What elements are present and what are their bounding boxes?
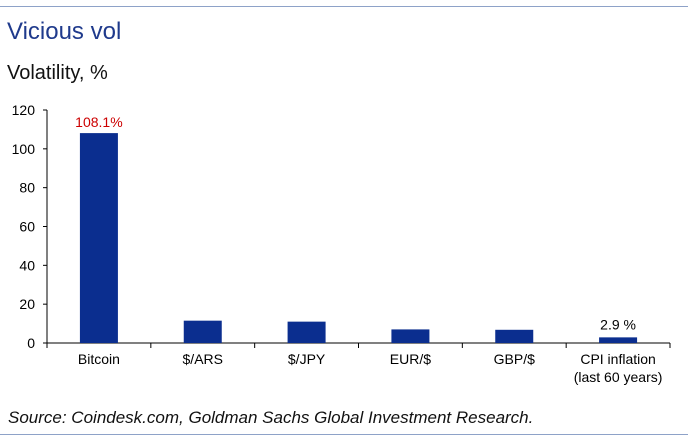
- bar: [599, 337, 638, 343]
- chart-subtitle: Volatility, %: [7, 62, 108, 84]
- x-tick-label: $/JPY: [288, 351, 326, 367]
- x-tick-label: GBP/$: [494, 351, 535, 367]
- x-tick-label: Bitcoin: [78, 351, 120, 367]
- bar: [495, 329, 534, 343]
- bottom-rule: [0, 434, 688, 435]
- data-label: 108.1%: [75, 114, 122, 130]
- top-rule: [0, 6, 688, 7]
- chart-title: Vicious vol: [7, 18, 122, 45]
- bar-chart: 0 20 40 60 80 100 120 108.1% Bitcoin $/ARS $/JPY EU…: [12, 102, 671, 385]
- y-tick-label: 20: [19, 296, 35, 312]
- x-tick-label: CPI inflation: [580, 351, 655, 367]
- data-label: 2.9 %: [600, 316, 636, 332]
- y-tick-label: 40: [19, 257, 35, 273]
- y-tick-label: 60: [19, 219, 35, 235]
- x-tick-label: $/ARS: [183, 351, 223, 367]
- bar: [287, 321, 326, 343]
- bar: [79, 133, 118, 343]
- y-tick-label: 100: [12, 141, 36, 157]
- x-tick-label: EUR/$: [390, 351, 431, 367]
- bar: [183, 320, 222, 343]
- y-tick-label: 80: [19, 180, 35, 196]
- source-note: Source: Coindesk.com, Goldman Sachs Glob…: [8, 408, 534, 427]
- y-tick-label: 120: [12, 102, 36, 118]
- bar: [391, 329, 430, 343]
- y-tick-label: 0: [27, 335, 35, 351]
- x-tick-label: (last 60 years): [574, 369, 663, 385]
